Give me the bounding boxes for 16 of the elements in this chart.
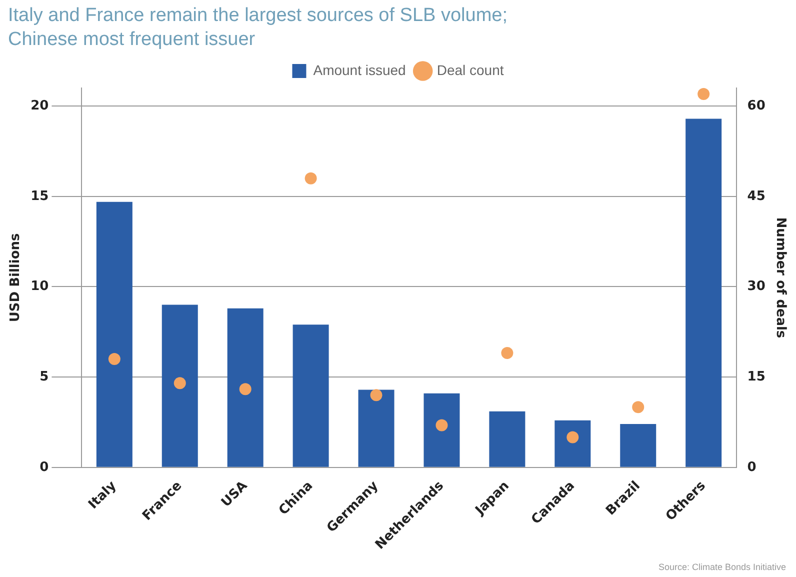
y-tick-label: 0 [40,460,49,475]
legend-label: Deal count [436,62,504,78]
y-tick-label: 15 [30,188,49,204]
source-note: Source: Climate Bonds Initiative [658,562,786,572]
chart-title: Italy and France remain the largest sources of SLB volume; Chinese most frequent issuer [8,4,509,52]
y-tick-label: 5 [40,369,49,384]
y-tick-label: 10 [30,279,49,294]
y2-axis-title: Number of deals [772,217,788,338]
y2-tick-label: 60 [747,98,766,114]
y2-tick-label: 0 [747,460,756,475]
y-tick-label: 20 [30,98,49,114]
legend-label: Amount issued [313,62,406,78]
y2-tick-label: 15 [747,369,766,384]
y2-tick-label: 45 [747,188,766,204]
y2-tick-label: 30 [747,279,766,294]
y-axis-title: USD Billions [8,232,24,322]
